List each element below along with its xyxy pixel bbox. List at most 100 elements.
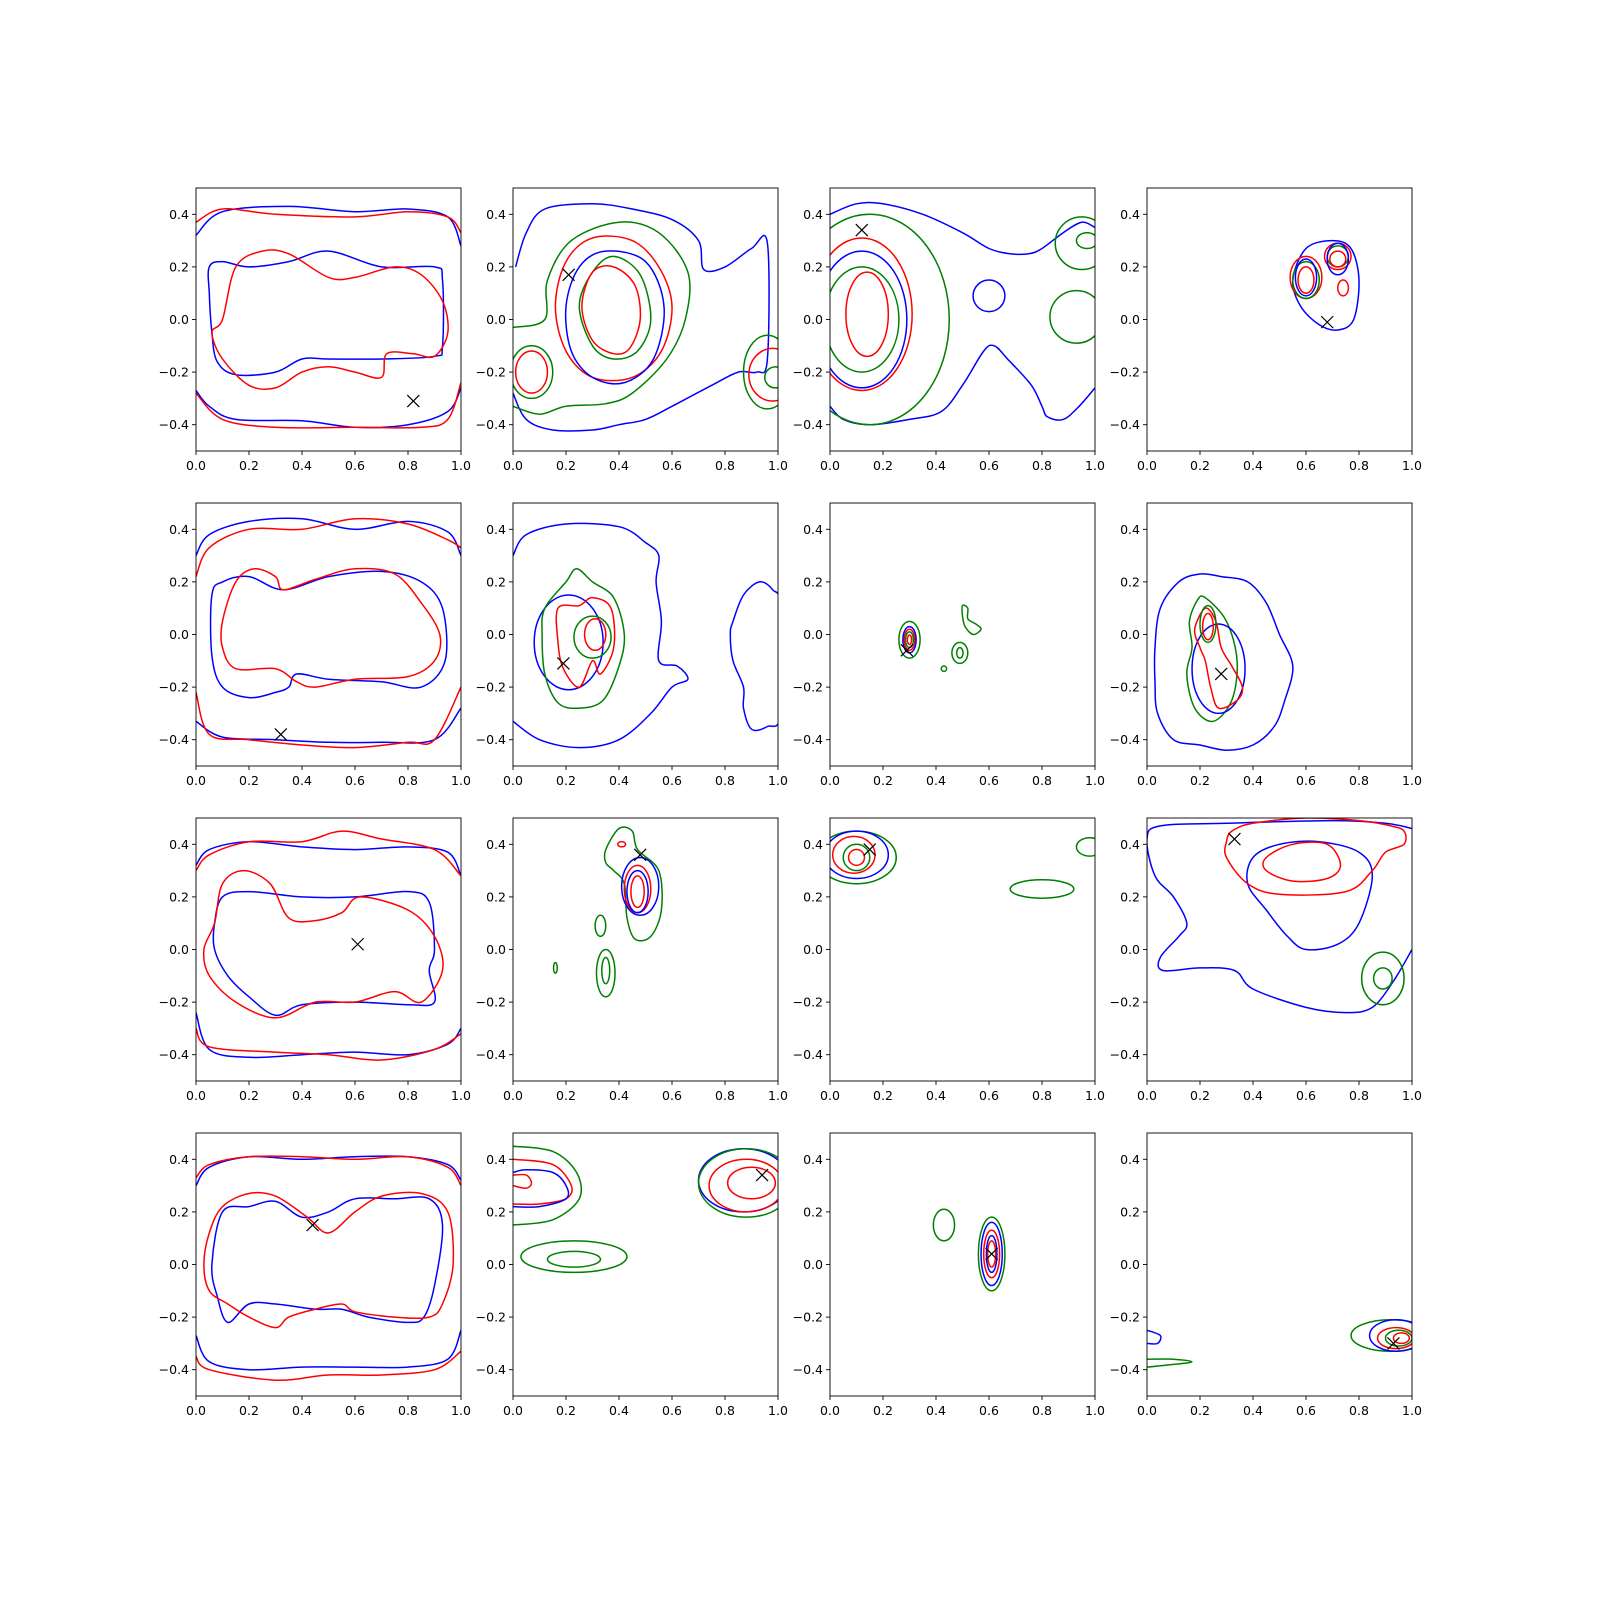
subplot-4-3: 0.0 0.2 0.4 0.6 0.8 1.0 −0.4 −0.2 0.0 0.2 0.4 [793, 1132, 1105, 1418]
contour-line [1372, 967, 1393, 990]
contour-line [541, 568, 626, 710]
x-tick-label: 0.6 [1296, 773, 1316, 788]
contour-line [830, 830, 890, 880]
contour-line [573, 615, 612, 659]
y-tick-label: −0.4 [1110, 1362, 1140, 1377]
contour-line [1392, 1332, 1411, 1345]
y-tick-label: −0.4 [159, 417, 189, 432]
contour-line [1360, 951, 1405, 1006]
contour-line [1147, 1329, 1162, 1345]
contour-line [1329, 250, 1347, 268]
contour-line [1294, 258, 1318, 297]
x-tick-label: 0.4 [292, 1088, 312, 1103]
y-tick-label: −0.2 [793, 995, 823, 1010]
y-tick-label: 0.4 [169, 837, 189, 852]
x-tick-label: 0.4 [609, 458, 629, 473]
plot-area [1147, 818, 1412, 1014]
subplot-3-2: 0.0 0.2 0.4 0.6 0.8 1.0 −0.4 −0.2 0.0 0.2 0.4 [476, 817, 788, 1103]
x-tick-label: 0.6 [345, 1088, 365, 1103]
y-tick-label: −0.4 [1110, 1047, 1140, 1062]
x-tick-label: 0.2 [239, 458, 259, 473]
x-tick-label: 1.0 [1085, 773, 1105, 788]
x-tick-label: 1.0 [1085, 1403, 1105, 1418]
y-tick-label: 0.4 [803, 1152, 823, 1167]
y-tick-label: 0.0 [803, 942, 823, 957]
y-tick-label: −0.4 [1110, 417, 1140, 432]
x-tick-label: 0.4 [609, 773, 629, 788]
contour-line [196, 1155, 461, 1187]
contour-line [212, 890, 437, 1017]
contour-line [1147, 1358, 1193, 1368]
contour-line [697, 1148, 778, 1218]
axes-frame [195, 1132, 462, 1397]
y-tick-label: 0.0 [1120, 627, 1140, 642]
contour-line [1049, 289, 1095, 344]
contour-line [546, 1250, 602, 1268]
x-tick-label: 0.6 [345, 458, 365, 473]
y-tick-label: 0.2 [803, 574, 823, 589]
contour-line [583, 617, 607, 652]
contour-line [595, 948, 616, 998]
x-marker [900, 643, 914, 657]
contour-line [196, 1012, 461, 1059]
x-tick-label: 0.6 [662, 1403, 682, 1418]
contour-line [951, 641, 969, 665]
contour-line [940, 665, 948, 673]
y-tick-label: 0.0 [486, 942, 506, 957]
plot-area [513, 522, 778, 749]
contour-line [1262, 841, 1342, 883]
contour-line [196, 707, 461, 744]
x-tick-label: 0.4 [609, 1088, 629, 1103]
x-tick-label: 0.6 [979, 1088, 999, 1103]
x-tick-label: 0.4 [609, 1403, 629, 1418]
contour-line [977, 1216, 1006, 1292]
contour-line [514, 350, 549, 394]
contour-line [202, 869, 444, 1019]
y-tick-label: −0.2 [793, 680, 823, 695]
axes-frame [829, 187, 1096, 452]
y-tick-label: 0.2 [486, 889, 506, 904]
y-tick-label: 0.0 [486, 312, 506, 327]
y-tick-label: 0.0 [1120, 312, 1140, 327]
contour-line [513, 203, 770, 432]
plot-area [898, 604, 982, 673]
contour-line [830, 266, 900, 373]
plot-area [196, 1155, 461, 1382]
contour-line [903, 628, 916, 652]
contour-line [196, 1329, 461, 1371]
contour-line [623, 864, 652, 914]
contour-line [831, 835, 876, 874]
x-tick-label: 0.8 [1032, 458, 1052, 473]
y-tick-label: −0.4 [159, 732, 189, 747]
x-tick-label: 0.8 [398, 1088, 418, 1103]
contour-line [1054, 216, 1095, 271]
y-tick-label: 0.4 [486, 522, 506, 537]
subplot-1-4: 0.0 0.2 0.4 0.6 0.8 1.0 −0.4 −0.2 0.0 0.2 0.4 [1110, 187, 1422, 473]
contour-line [906, 634, 913, 646]
contour-line [620, 856, 660, 917]
x-tick-label: 0.4 [1243, 1088, 1263, 1103]
x-tick-label: 0.2 [873, 773, 893, 788]
y-tick-label: −0.2 [476, 1310, 506, 1325]
y-tick-label: −0.2 [159, 365, 189, 380]
x-tick-label: 0.0 [1137, 773, 1157, 788]
contour-line [630, 875, 645, 909]
contour-line [742, 334, 778, 410]
contour-line [830, 201, 1095, 256]
x-tick-label: 0.2 [556, 1088, 576, 1103]
x-tick-label: 1.0 [451, 773, 471, 788]
contour-line [932, 1208, 956, 1242]
y-tick-label: −0.2 [1110, 995, 1140, 1010]
plot-area [196, 205, 461, 429]
x-tick-label: 0.2 [556, 458, 576, 473]
x-tick-label: 0.2 [1190, 1088, 1210, 1103]
x-tick-label: 0.8 [715, 458, 735, 473]
subplot-4-2: 0.0 0.2 0.4 0.6 0.8 1.0 −0.4 −0.2 0.0 0.2 0.4 [476, 1132, 788, 1418]
plot-area [830, 201, 1095, 426]
y-tick-label: 0.0 [1120, 1257, 1140, 1272]
y-tick-label: 0.0 [803, 627, 823, 642]
y-tick-label: −0.4 [1110, 732, 1140, 747]
contour-line [196, 382, 461, 429]
x-tick-label: 0.0 [1137, 1403, 1157, 1418]
